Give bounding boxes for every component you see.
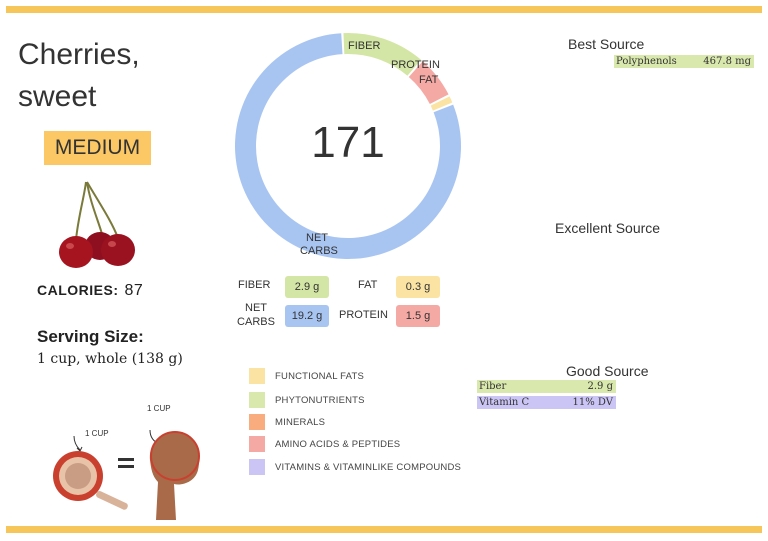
donut-center-value: 171: [311, 118, 385, 167]
fist-label: 1 CUP: [147, 404, 171, 413]
fiber-label: FIBER: [238, 279, 271, 291]
donut-segment-fat: [430, 96, 453, 111]
legend-swatch-minerals: [249, 414, 265, 430]
best-source-row: Polyphenols 467.8 mg: [614, 55, 754, 68]
protein-label: PROTEIN: [339, 309, 388, 321]
good-source-heading: Good Source: [566, 363, 649, 379]
serving-heading: Serving Size:: [37, 327, 144, 346]
donut-label-net-carbs: NET CARBS: [300, 232, 338, 258]
good-source-row-fiber: Fiber 2.9 g: [477, 380, 616, 393]
legend-swatch-functional-fats: [249, 368, 265, 384]
cherry-image: [59, 181, 135, 268]
calories-value: 87: [124, 282, 144, 299]
top-accent-bar: [6, 6, 762, 13]
donut-segment-fiber: [343, 33, 422, 76]
donut-label-fat: FAT: [419, 74, 439, 86]
legend-label-vitamins: VITAMINS & VITAMINLIKE COMPOUNDS: [275, 462, 462, 473]
good-source-vitamin-c-value: 11% DV: [572, 397, 613, 408]
bottom-accent-bar: [6, 526, 762, 533]
fiber-value: 2.9 g: [285, 276, 329, 298]
calories: CALORIES: 87: [37, 282, 143, 300]
legend-label-functional-fats: FUNCTIONAL FATS: [275, 371, 365, 382]
carbs-label: CARBS: [237, 316, 275, 328]
best-source-name: Polyphenols: [616, 56, 677, 67]
serving-comparison-image: [53, 429, 200, 520]
protein-value: 1.5 g: [396, 305, 440, 327]
size-badge: MEDIUM: [44, 131, 151, 165]
fat-value: 0.3 g: [396, 276, 440, 298]
net-carbs-value: 19.2 g: [285, 305, 329, 327]
donut-label-net: NET: [306, 232, 328, 244]
best-source-value: 467.8 mg: [703, 56, 751, 67]
legend-label-phytonutrients: PHYTONUTRIENTS: [275, 395, 365, 406]
food-title: Cherries, sweet: [18, 38, 140, 113]
best-source-heading: Best Source: [568, 36, 645, 52]
good-source-row-vitamin-c: Vitamin C 11% DV: [477, 396, 616, 409]
fat-label: FAT: [358, 279, 378, 291]
donut-label-fiber: FIBER: [348, 40, 381, 52]
donut-segment-protein: [408, 61, 449, 105]
cup-label: 1 CUP: [85, 429, 109, 438]
legend-label-amino-acids: AMINO ACIDS & PEPTIDES: [275, 439, 401, 450]
good-source-vitamin-c-name: Vitamin C: [479, 397, 530, 408]
good-source-fiber-name: Fiber: [479, 381, 507, 392]
calories-label: CALORIES:: [37, 282, 119, 298]
legend-swatch-phytonutrients: [249, 392, 265, 408]
legend-swatch-amino-acids: [249, 436, 265, 452]
net-carbs-label: NET CARBS: [236, 301, 276, 329]
good-source-fiber-value: 2.9 g: [587, 381, 613, 392]
legend-label-minerals: MINERALS: [275, 417, 326, 428]
net-label: NET: [245, 302, 267, 314]
donut-label-protein: PROTEIN: [391, 59, 440, 71]
serving-value: 1 cup, whole (138 g): [37, 351, 183, 367]
excellent-source-heading: Excellent Source: [555, 220, 661, 236]
legend-swatch-vitamins: [249, 459, 265, 475]
macronutrient-donut: [235, 33, 461, 259]
donut-label-carbs: CARBS: [300, 245, 338, 257]
